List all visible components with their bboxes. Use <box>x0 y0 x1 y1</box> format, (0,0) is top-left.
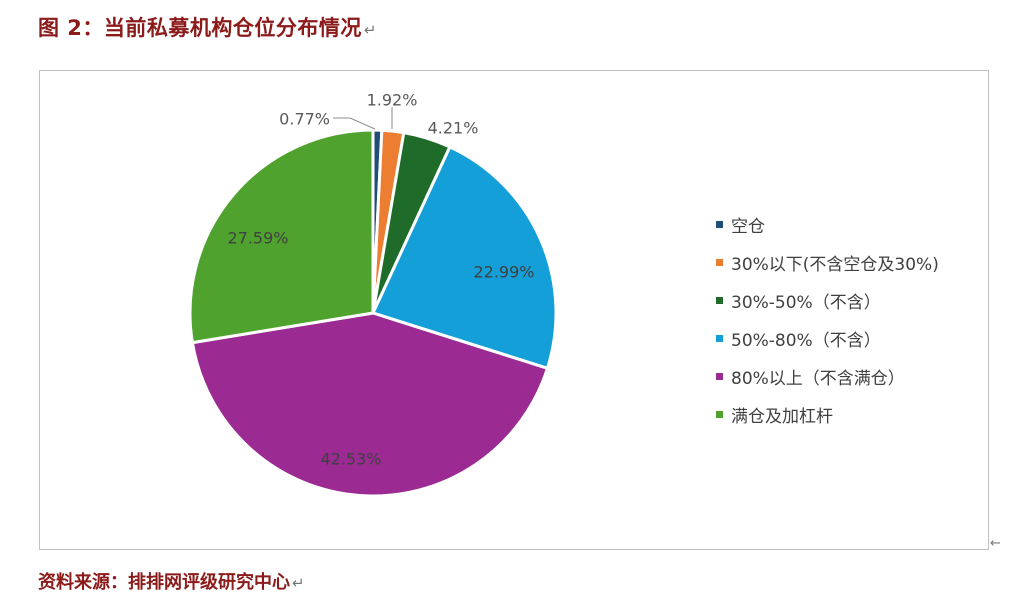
legend-item: 满仓及加杠杆 <box>716 395 939 433</box>
legend-label: 30%-50%（不含） <box>731 292 881 313</box>
legend-item: 30%以下(不含空仓及30%) <box>716 243 939 281</box>
pie-slice <box>190 311 550 498</box>
figure-source: 资料来源：排排网评级研究中心 ↵ <box>38 568 305 594</box>
legend-swatch <box>716 410 723 418</box>
legend-swatch <box>716 258 723 266</box>
legend-item: 80%以上（不含满仓） <box>716 357 939 395</box>
legend-swatch <box>716 220 723 228</box>
pie-slice <box>188 128 375 345</box>
data-label: 4.21% <box>428 119 479 138</box>
legend-item: 空仓 <box>716 205 939 243</box>
legend-swatch <box>716 296 723 304</box>
figure-title-text: 图 2：当前私募机构仓位分布情况 <box>38 16 362 40</box>
legend-label: 空仓 <box>731 216 765 237</box>
pie-slice <box>370 144 558 371</box>
legend-swatch <box>716 334 723 342</box>
figure-title: 图 2：当前私募机构仓位分布情况 ↵ <box>38 12 377 42</box>
data-label: 1.92% <box>367 91 418 110</box>
legend-label: 满仓及加杠杆 <box>731 406 833 427</box>
leader-line <box>333 117 376 130</box>
legend-item: 30%-50%（不含） <box>716 281 939 319</box>
paragraph-mark-icon: ↵ <box>363 21 377 39</box>
data-label: 27.59% <box>227 229 288 248</box>
pie-chart: 0.77% 1.92% 4.21% 22.99% 42.53% 27.59% <box>188 91 558 498</box>
figure-source-text: 资料来源：排排网评级研究中心 <box>38 572 290 593</box>
legend-label: 80%以上（不含满仓） <box>731 368 905 389</box>
paragraph-mark-icon: ↵ <box>292 574 305 592</box>
data-label: 0.77% <box>279 110 330 129</box>
chart-frame: 0.77% 1.92% 4.21% 22.99% 42.53% 27.59% 空仓 30%以… <box>39 70 989 550</box>
data-label: 22.99% <box>473 263 534 282</box>
legend-swatch <box>716 372 723 380</box>
legend-item: 50%-80%（不含） <box>716 319 939 357</box>
frame-return-mark-icon: ← <box>990 536 1001 551</box>
data-label: 42.53% <box>320 450 381 469</box>
chart-legend: 空仓 30%以下(不含空仓及30%) 30%-50%（不含） 50%-80%（不含） 8… <box>716 205 939 433</box>
legend-label: 50%-80%（不含） <box>731 330 881 351</box>
legend-label: 30%以下(不含空仓及30%) <box>731 254 939 275</box>
